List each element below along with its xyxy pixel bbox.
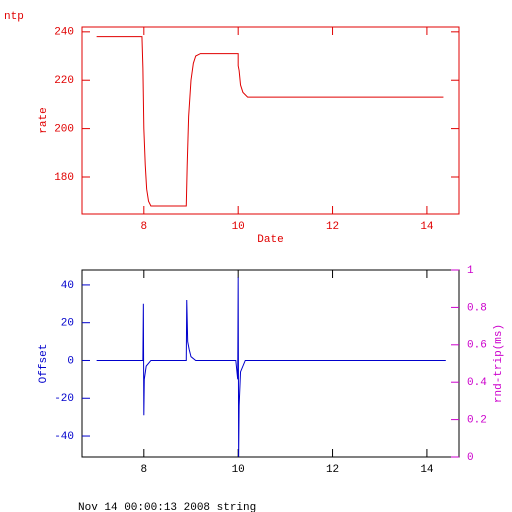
chart-title: ntp: [4, 11, 24, 23]
y2-tick-label: 0.2: [467, 415, 487, 427]
y-tick-label: 200: [54, 124, 74, 136]
y-tick-label: 0: [67, 355, 74, 367]
x-tick-label: 12: [326, 221, 339, 233]
y-axis-label: Offset: [38, 344, 50, 384]
plot-frame: [81, 26, 460, 215]
y-tick-label: -40: [54, 431, 74, 443]
x-tick-label: 8: [141, 221, 148, 233]
y2-tick-label: 1: [467, 265, 474, 277]
x-tick-label: 8: [141, 464, 148, 476]
y-tick-label: 40: [61, 280, 74, 292]
x-tick-label: 10: [232, 464, 245, 476]
x-tick-label: 12: [326, 464, 339, 476]
data-line: [96, 277, 446, 457]
y-tick-label: 20: [61, 318, 74, 330]
x-axis-label: Date: [257, 234, 283, 246]
footer: Nov 14 00:00:13 2008 string: [78, 502, 256, 512]
y-tick-label: 240: [54, 27, 74, 39]
y2-tick-label: 0.8: [467, 302, 487, 314]
y2-tick-label: 0.6: [467, 340, 487, 352]
y2-tick-label: 0.4: [467, 377, 487, 389]
x-tick-label: 14: [420, 221, 434, 233]
y2-axis-label: rnd-trip(ms): [493, 324, 505, 403]
y-axis-label: rate: [38, 107, 50, 133]
y2-tick-label: 0: [467, 452, 474, 464]
y-tick-label: -20: [54, 393, 74, 405]
x-tick-label: 14: [420, 464, 434, 476]
y-tick-label: 180: [54, 172, 74, 184]
plot-frame: [81, 269, 460, 458]
data-line: [96, 36, 444, 207]
x-tick-label: 10: [232, 221, 245, 233]
y-tick-label: 220: [54, 75, 74, 87]
